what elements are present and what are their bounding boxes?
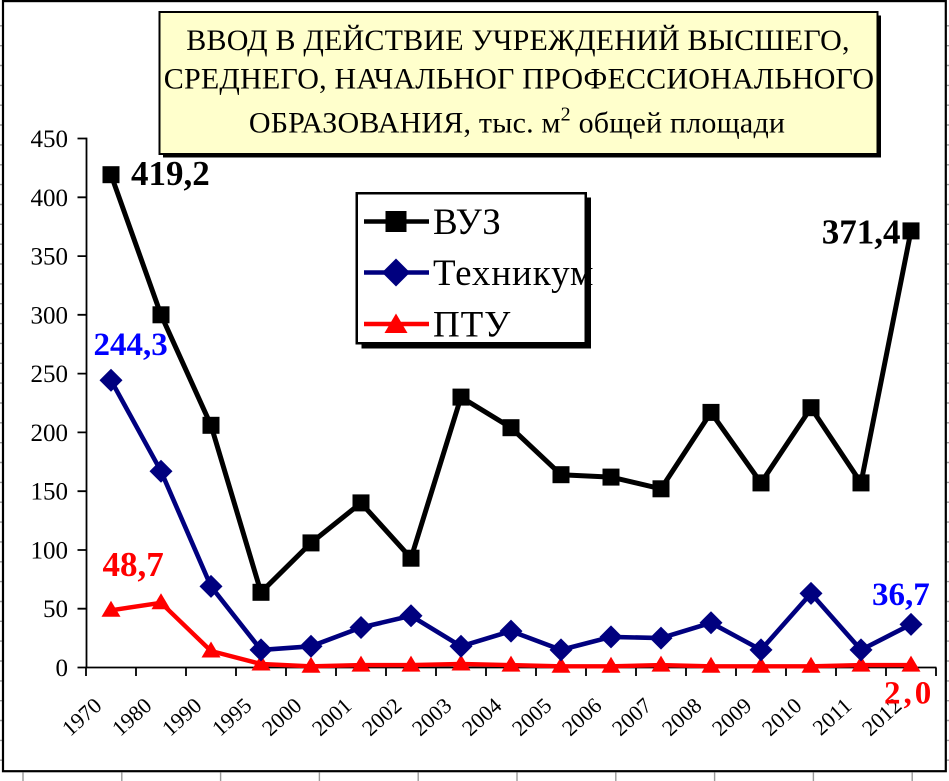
svg-text:450: 450 [31,126,69,153]
svg-text:419,2: 419,2 [131,154,210,193]
svg-text:371,4: 371,4 [822,213,901,252]
svg-text:250: 250 [31,361,69,388]
svg-text:СРЕДНЕГО, НАЧАЛЬНОГ ПРОФЕССИОН: СРЕДНЕГО, НАЧАЛЬНОГ ПРОФЕССИОНАЛЬНОГО [164,63,874,96]
svg-text:ВУЗ: ВУЗ [433,202,502,243]
svg-text:100: 100 [31,538,69,565]
svg-text:ПТУ: ПТУ [433,305,511,346]
svg-text:48,7: 48,7 [103,545,164,584]
svg-text:350: 350 [31,244,69,271]
svg-text:244,3: 244,3 [94,327,168,363]
svg-text:0: 0 [56,655,69,682]
svg-text:ОБРАЗОВАНИЯ, тыс. м2 общей пло: ОБРАЗОВАНИЯ, тыс. м2 общей площади [249,104,785,140]
svg-text:400: 400 [31,185,69,212]
svg-text:36,7: 36,7 [872,577,930,613]
svg-text:150: 150 [31,479,69,506]
svg-text:300: 300 [31,302,69,329]
svg-text:Техникум: Техникум [433,253,594,294]
svg-text:50: 50 [43,596,68,623]
svg-text:ВВОД В ДЕЙСТВИЕ УЧРЕЖДЕНИЙ ВЫС: ВВОД В ДЕЙСТВИЕ УЧРЕЖДЕНИЙ ВЫСШЕГО, [186,24,849,57]
svg-text:200: 200 [31,420,69,447]
svg-text:2,0: 2,0 [884,676,934,712]
